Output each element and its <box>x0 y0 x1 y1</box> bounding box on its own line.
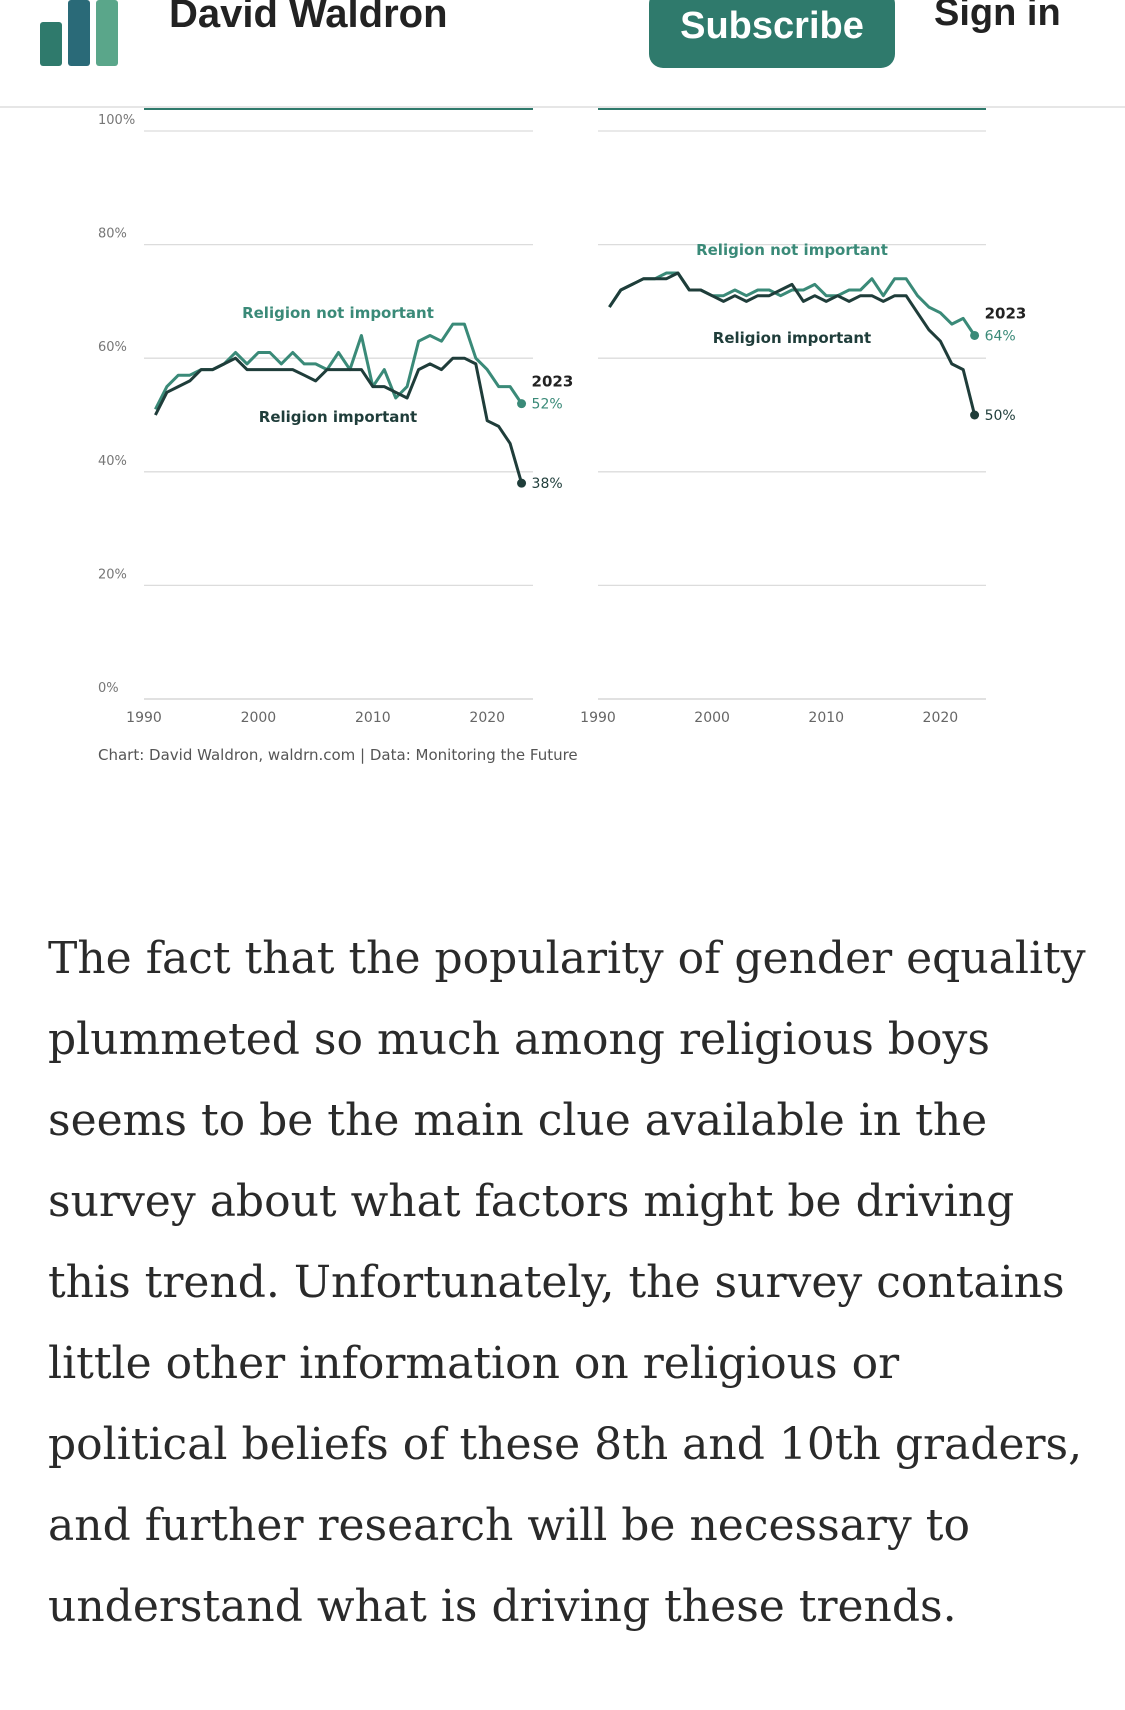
y-tick-label: 100% <box>98 113 135 128</box>
bar-chart-logo-icon[interactable] <box>40 0 126 68</box>
x-tick-label: 2020 <box>923 710 959 726</box>
x-tick-label: 2020 <box>469 710 505 726</box>
chart-left: 0% 20% 40% 60% 80% 100% 1990 2000 2010 2020 52% Rel… <box>98 108 574 726</box>
series-line-not-important <box>154 322 523 410</box>
x-tick-label: 1990 <box>126 710 162 726</box>
y-tick-label: 80% <box>98 227 127 242</box>
article-paragraph: The fact that the popularity of gender e… <box>48 933 1086 1632</box>
x-tick-label: 2000 <box>241 710 277 726</box>
line-charts: 0% 20% 40% 60% 80% 100% 1990 2000 2010 2020 52% Rel… <box>98 108 1027 726</box>
series-name-label: Religion not important <box>696 241 888 259</box>
series-name-label: Religion important <box>259 408 417 426</box>
end-point <box>970 330 980 340</box>
end-value-label: 64% <box>985 328 1016 344</box>
series-line-important <box>154 356 524 484</box>
end-year-label: 2023 <box>985 304 1027 322</box>
y-tick-label: 40% <box>98 454 127 469</box>
chart-credit: Chart: David Waldron, waldrn.com | Data:… <box>98 746 578 764</box>
end-value-label: 38% <box>532 476 563 492</box>
end-value-label: 52% <box>532 397 563 413</box>
series-name-label: Religion important <box>713 329 871 347</box>
x-tick-label: 2010 <box>808 710 844 726</box>
series-line-important <box>608 271 977 416</box>
end-point <box>970 410 980 420</box>
y-tick-label: 0% <box>98 681 119 696</box>
series-line-not-important <box>608 271 976 337</box>
x-tick-label: 2000 <box>694 710 730 726</box>
end-point <box>517 399 527 409</box>
end-value-label: 50% <box>985 408 1016 424</box>
end-point <box>517 478 527 488</box>
y-tick-label: 60% <box>98 340 127 355</box>
series-name-label: Religion not important <box>242 304 434 322</box>
chart-container: 0% 20% 40% 60% 80% 100% 1990 2000 2010 2020 52% Rel… <box>0 106 1125 786</box>
y-tick-label: 20% <box>98 567 127 582</box>
subscribe-button[interactable]: Subscribe <box>649 0 895 68</box>
chart-right: 1990 2000 2010 2020 64% Religion not importan… <box>580 108 1027 726</box>
article-body: The fact that the popularity of gender e… <box>48 918 1088 1647</box>
site-header: David Waldron Subscribe Sign in <box>0 0 1125 108</box>
x-tick-label: 1990 <box>580 710 616 726</box>
end-year-label: 2023 <box>532 373 574 391</box>
sign-in-link[interactable]: Sign in <box>934 0 1061 34</box>
site-title[interactable]: David Waldron <box>169 0 448 36</box>
x-tick-label: 2010 <box>355 710 391 726</box>
